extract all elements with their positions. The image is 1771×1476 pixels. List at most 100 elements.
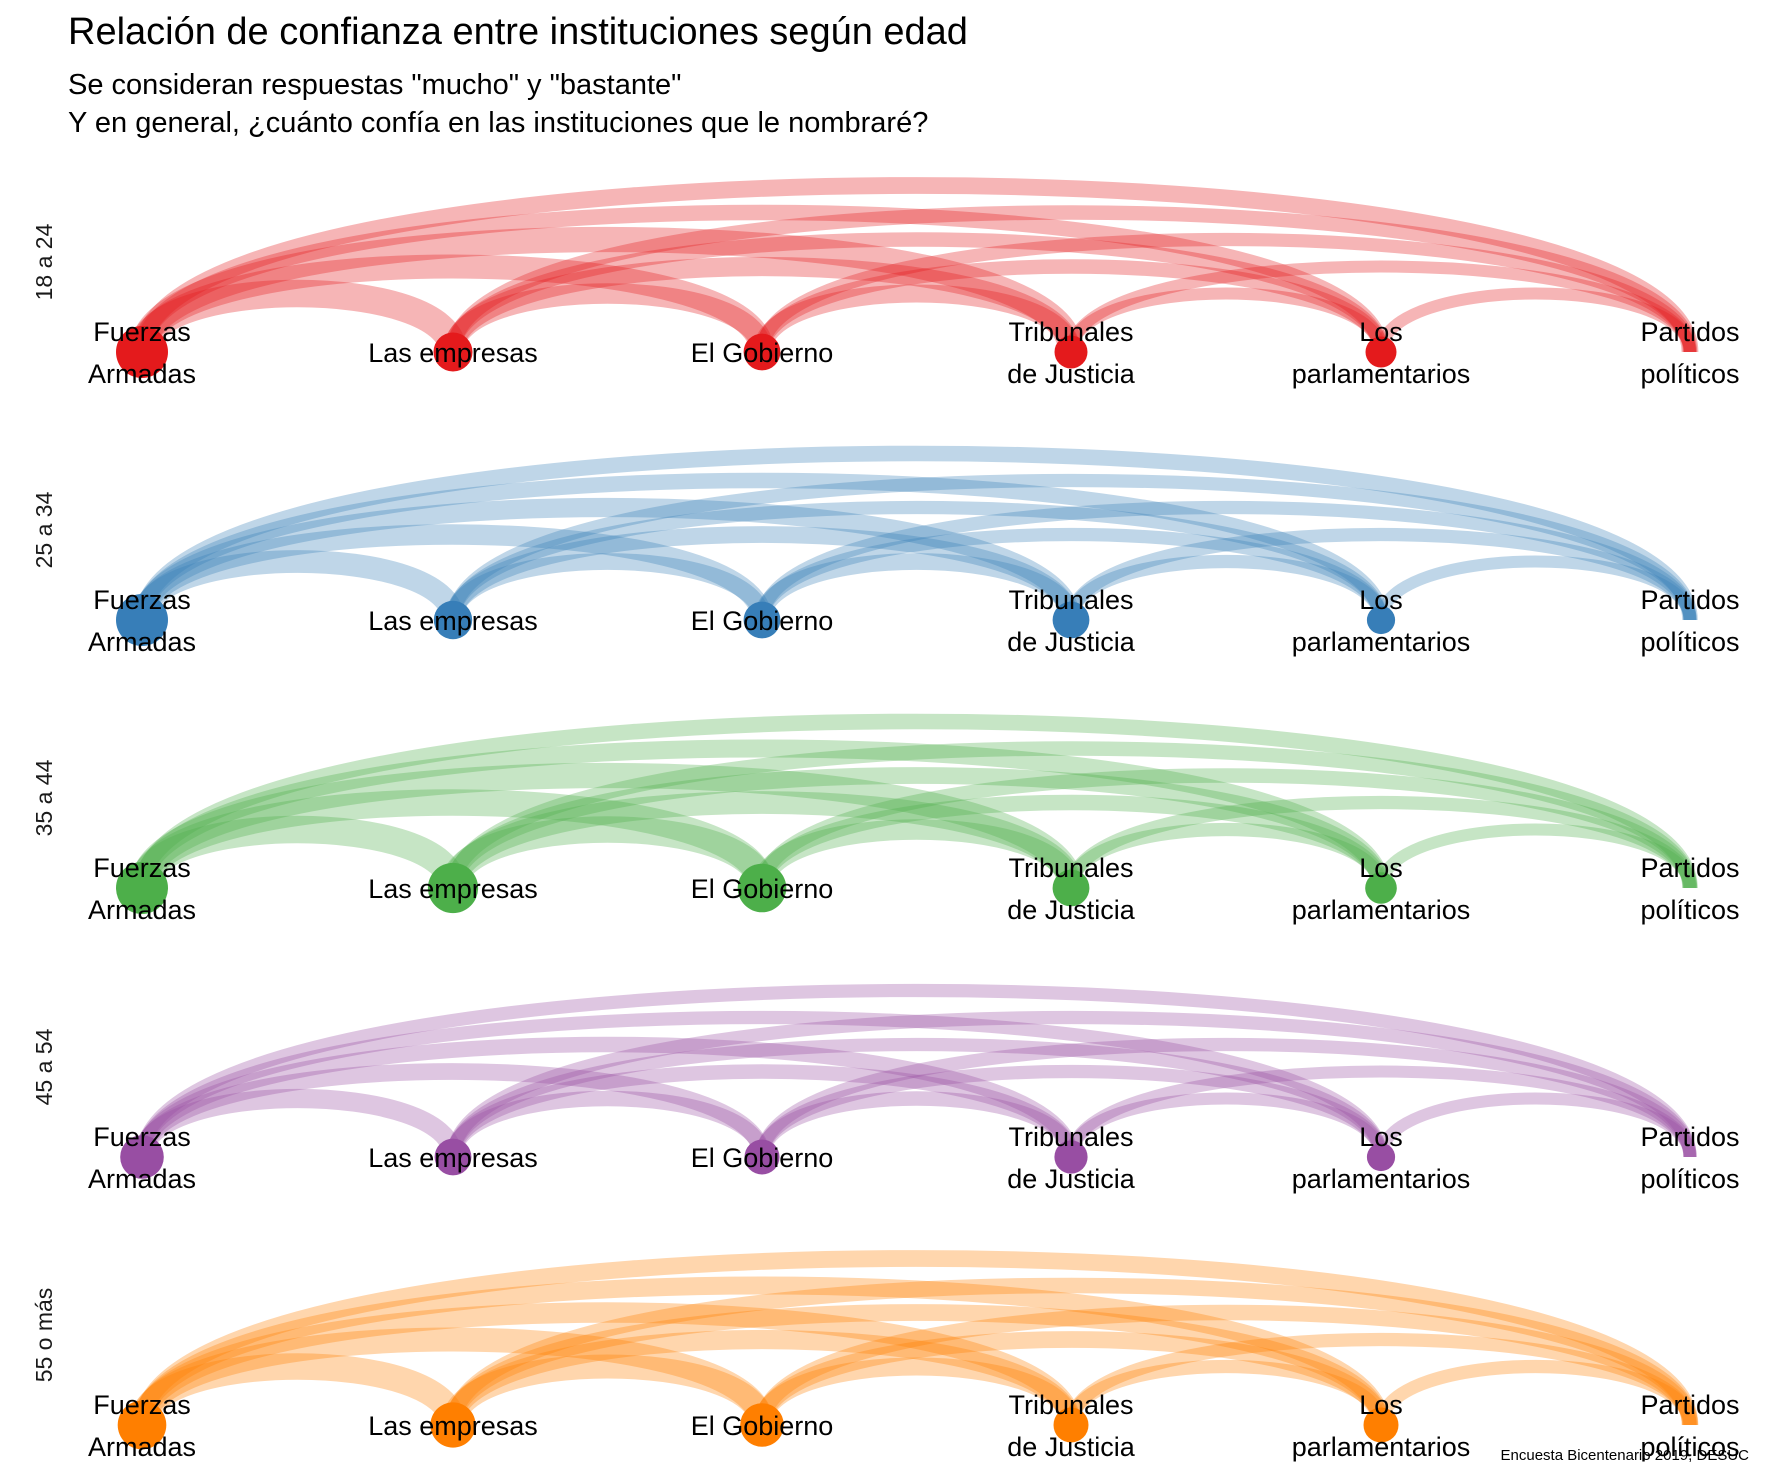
node-label: Los bbox=[1359, 317, 1403, 347]
link-arc bbox=[755, 1064, 1388, 1158]
node-label: Las empresas bbox=[368, 874, 538, 904]
subtitle-line-1: Se consideran respuestas "mucho" y "bast… bbox=[68, 69, 682, 101]
link-arc bbox=[131, 1302, 1082, 1427]
link-arc bbox=[133, 177, 1699, 353]
link-arc bbox=[444, 767, 1390, 890]
link-arc bbox=[129, 762, 1084, 890]
panel-1: 25 a 34 Fuerzas Armadas Las empresas El Gobi… bbox=[31, 445, 1740, 657]
link-arc bbox=[132, 1088, 463, 1159]
link-arc bbox=[754, 1304, 1698, 1426]
panel-group-label: 25 a 34 bbox=[31, 491, 57, 568]
link-arc bbox=[1064, 795, 1697, 889]
node-emp bbox=[434, 1138, 472, 1176]
node-label: Tribunales bbox=[1008, 585, 1133, 615]
link-arc bbox=[446, 473, 1697, 621]
link-arc bbox=[445, 1064, 1079, 1158]
link-arc bbox=[445, 741, 1698, 889]
node-label: políticos bbox=[1640, 627, 1739, 657]
node-label: Los bbox=[1359, 585, 1403, 615]
chart-title: Relación de confianza entre institucione… bbox=[68, 11, 968, 53]
node-label: parlamentarios bbox=[1292, 1432, 1471, 1462]
node-label: Armadas bbox=[88, 895, 196, 925]
link-arc bbox=[753, 1357, 1080, 1427]
node-label: Partidos bbox=[1640, 585, 1739, 615]
link-arc bbox=[134, 204, 1389, 353]
source-caption: Encuesta Bicentenario 2019, DESUC bbox=[1500, 1447, 1749, 1464]
node-trib bbox=[1052, 601, 1090, 639]
node-label: Armadas bbox=[88, 1164, 196, 1194]
node-gob bbox=[737, 863, 787, 913]
subtitle-line-2: Y en general, ¿cuánto confía en las inst… bbox=[68, 107, 929, 139]
node-label: Las empresas bbox=[368, 606, 538, 636]
link-arc bbox=[134, 1036, 1079, 1158]
link-arc bbox=[446, 1010, 1697, 1158]
link-arc bbox=[130, 254, 774, 354]
link-arc bbox=[1065, 1092, 1387, 1158]
link-arc bbox=[134, 445, 1698, 621]
node-gob bbox=[743, 333, 781, 371]
link-arc bbox=[444, 526, 1080, 622]
node-label: políticos bbox=[1640, 1432, 1739, 1462]
node-label: Tribunales bbox=[1008, 853, 1133, 883]
node-label: Tribunales bbox=[1008, 1390, 1133, 1420]
link-arc bbox=[445, 205, 1698, 353]
node-label: Fuerzas bbox=[93, 1390, 191, 1420]
link-arc bbox=[132, 497, 1081, 622]
node-ffaa bbox=[116, 862, 168, 914]
link-arc bbox=[135, 1010, 1388, 1158]
node-label: El Gobierno bbox=[691, 1411, 834, 1441]
link-arc bbox=[130, 550, 465, 622]
node-label: Fuerzas bbox=[93, 585, 191, 615]
node-label: Partidos bbox=[1640, 317, 1739, 347]
link-arc bbox=[445, 1277, 1698, 1426]
node-label: de Justicia bbox=[1007, 359, 1136, 389]
node-emp bbox=[433, 600, 473, 640]
link-arc bbox=[753, 284, 1080, 354]
link-arc bbox=[442, 283, 773, 354]
node-label: parlamentarios bbox=[1292, 1164, 1471, 1194]
node-label: de Justicia bbox=[1007, 627, 1136, 657]
node-trib bbox=[1052, 869, 1090, 907]
link-arc bbox=[443, 256, 1081, 354]
link-arc bbox=[755, 527, 1388, 621]
node-parl bbox=[1363, 1407, 1399, 1443]
node-label: de Justicia bbox=[1007, 1432, 1136, 1462]
node-label: Fuerzas bbox=[93, 317, 191, 347]
link-arc bbox=[446, 1037, 1388, 1158]
node-label: El Gobierno bbox=[691, 1143, 834, 1173]
link-arc bbox=[1064, 1359, 1388, 1426]
link-arc bbox=[753, 553, 1080, 622]
panel-group-label: 35 a 44 bbox=[31, 759, 57, 836]
node-label: Armadas bbox=[88, 359, 196, 389]
node-parl bbox=[1366, 1142, 1396, 1172]
node-label: parlamentarios bbox=[1292, 359, 1471, 389]
node-gob bbox=[743, 601, 781, 639]
link-arc bbox=[751, 819, 1082, 890]
link-arc bbox=[443, 1329, 1081, 1427]
node-emp bbox=[430, 1402, 476, 1448]
node-gob bbox=[744, 1139, 780, 1175]
link-arc bbox=[1374, 1359, 1697, 1426]
link-arc bbox=[133, 739, 1390, 889]
panel-group-label: 55 o más bbox=[31, 1288, 57, 1383]
link-arc bbox=[755, 232, 1697, 353]
link-arc bbox=[130, 1327, 774, 1427]
node-trib bbox=[1054, 1140, 1088, 1174]
node-label: Las empresas bbox=[368, 1411, 538, 1441]
node-parl bbox=[1365, 336, 1397, 368]
link-arc bbox=[439, 816, 776, 891]
link-arc bbox=[134, 713, 1698, 889]
node-ffaa bbox=[116, 326, 168, 378]
link-arc bbox=[1375, 823, 1696, 889]
node-label: Los bbox=[1359, 853, 1403, 883]
link-arc bbox=[1065, 287, 1387, 353]
node-label: Partidos bbox=[1640, 853, 1739, 883]
link-arc bbox=[1064, 554, 1388, 621]
node-label: políticos bbox=[1640, 895, 1739, 925]
node-label: políticos bbox=[1640, 1164, 1739, 1194]
link-arc bbox=[133, 1063, 771, 1159]
link-arc bbox=[1375, 287, 1696, 353]
link-arc bbox=[1065, 260, 1696, 353]
node-label: parlamentarios bbox=[1292, 895, 1471, 925]
